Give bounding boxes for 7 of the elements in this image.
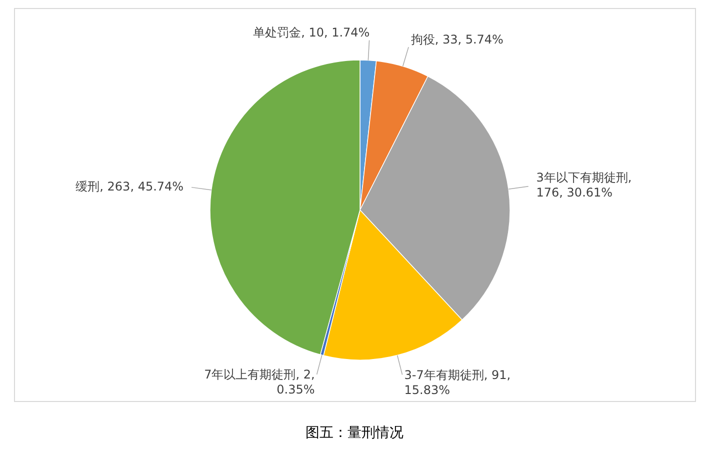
text: 图五：量刑情况 <box>304 424 404 442</box>
slice-label: 拘役, 33, 5.74% <box>410 32 504 47</box>
slice-label: 3-7年有期徒刑, 91, 15.83% <box>404 368 511 397</box>
slice-label: 单处罚金, 10, 1.74% <box>253 25 370 40</box>
slice-label: 7年以上有期徒刑, 2, 0.35% <box>204 368 315 397</box>
slice-label: 缓刑, 263, 45.74% <box>76 179 184 194</box>
slice-label: 3年以下有期徒刑, 176, 30.61% <box>536 170 632 200</box>
